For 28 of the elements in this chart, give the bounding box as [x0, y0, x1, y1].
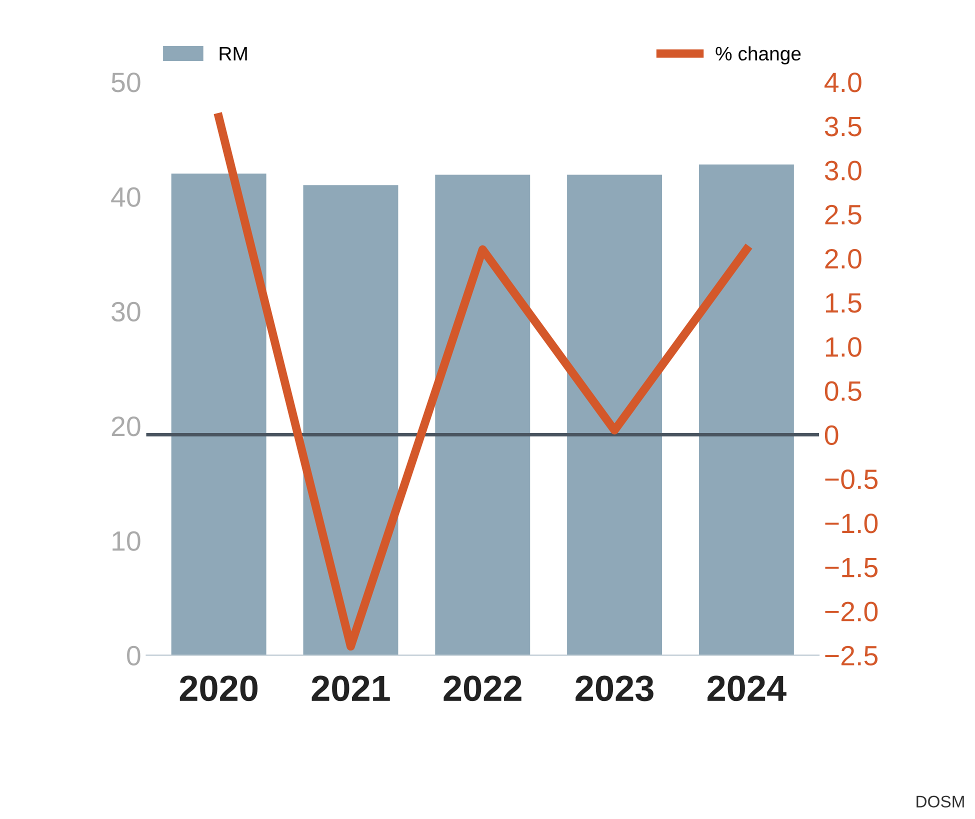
y2-tick-label: −2.0 — [825, 602, 878, 622]
legend-label: RM — [220, 46, 247, 60]
y-tick-label: 0 — [127, 646, 140, 666]
y2-tick-label: 1.5 — [826, 293, 862, 313]
y-tick-label: 20 — [112, 416, 140, 436]
x-tick-label: 2021 — [312, 676, 390, 702]
x-tick-label: 2023 — [576, 676, 654, 702]
y2-tick-label: 0 — [824, 425, 838, 446]
y-tick-label: 50 — [112, 72, 140, 92]
y2-tick-label: 3.5 — [824, 116, 862, 136]
y2-tick-label: −0.5 — [825, 469, 878, 490]
y2-tick-label: 3.0 — [824, 160, 862, 180]
y2-tick-label: 1.0 — [826, 337, 862, 357]
y-tick-label: 10 — [112, 531, 140, 551]
y-tick-label: 30 — [112, 302, 140, 322]
x-tick-label: 2022 — [444, 676, 522, 702]
y-tick-label: 40 — [111, 187, 140, 207]
legend-label: % change — [716, 46, 801, 64]
x-tick-label: 2020 — [180, 676, 258, 702]
text: DOSM — [916, 796, 964, 808]
y2-tick-label: −2.5 — [825, 646, 878, 666]
x-tick-label: 2024 — [708, 676, 786, 702]
y2-tick-label: −1.0 — [825, 514, 878, 534]
y2-tick-label: −1.5 — [825, 558, 878, 578]
y2-tick-label: 2.0 — [825, 248, 862, 269]
y2-tick-label: 0.5 — [824, 381, 862, 401]
y2-tick-label: 4.0 — [824, 72, 862, 92]
y2-tick-label: 2.5 — [825, 204, 862, 225]
